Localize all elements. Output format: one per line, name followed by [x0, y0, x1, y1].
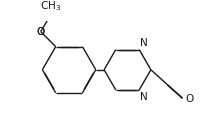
Text: O: O: [36, 27, 45, 37]
Text: O: O: [184, 94, 192, 104]
Text: N: N: [139, 92, 147, 102]
Text: CH$_3$: CH$_3$: [40, 0, 61, 13]
Text: N: N: [139, 38, 147, 48]
Text: O: O: [36, 27, 45, 37]
